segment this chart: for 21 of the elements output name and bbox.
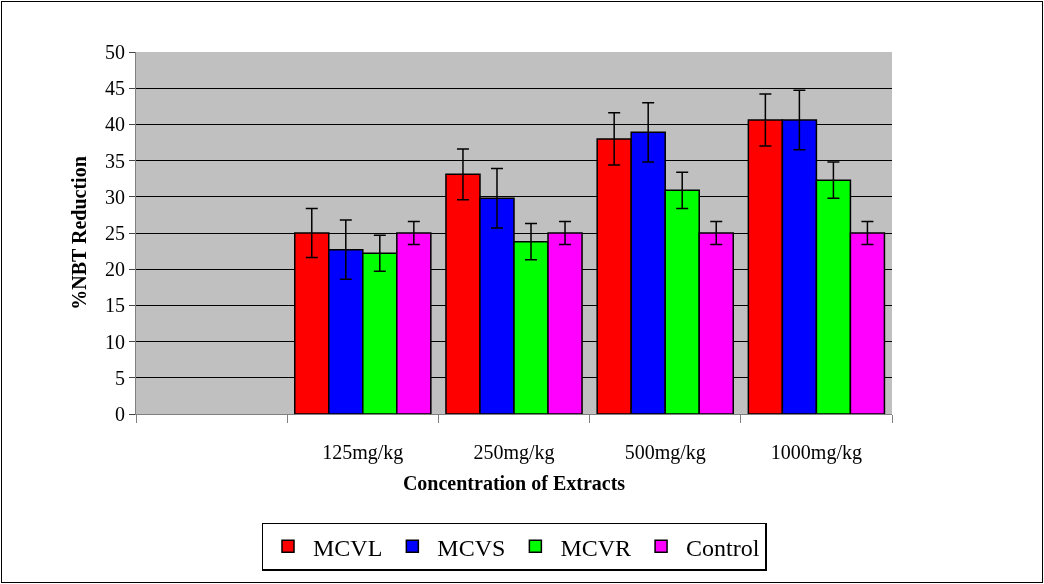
y-tick-label: 50 (105, 41, 125, 63)
x-tick-label: 125mg/kg (322, 441, 404, 464)
y-tick-label: 30 (105, 185, 125, 208)
y-tick-label: 35 (105, 149, 125, 172)
y-tick-label: 45 (105, 77, 125, 100)
y-tick-label: 0 (115, 403, 125, 425)
y-tick-label: 20 (105, 258, 125, 281)
y-tick-label: 10 (105, 330, 125, 353)
legend-label: MCVR (560, 534, 632, 561)
legend-label: Control (686, 534, 760, 561)
y-axis-title: %NBT Reduction (68, 156, 90, 310)
x-tick-label: 1000mg/kg (770, 441, 862, 464)
y-tick-label: 5 (115, 366, 125, 389)
y-tick-label: 15 (105, 294, 125, 317)
x-tick-label: 500mg/kg (624, 441, 706, 464)
x-tick-label: 250mg/kg (473, 441, 555, 464)
y-tick-label: 40 (105, 113, 125, 136)
legend-label: MCVS (437, 534, 506, 561)
x-axis-title: Concentration of Extracts (402, 471, 626, 494)
y-tick-label: 25 (105, 222, 125, 244)
legend-label: MCVL (313, 534, 383, 561)
